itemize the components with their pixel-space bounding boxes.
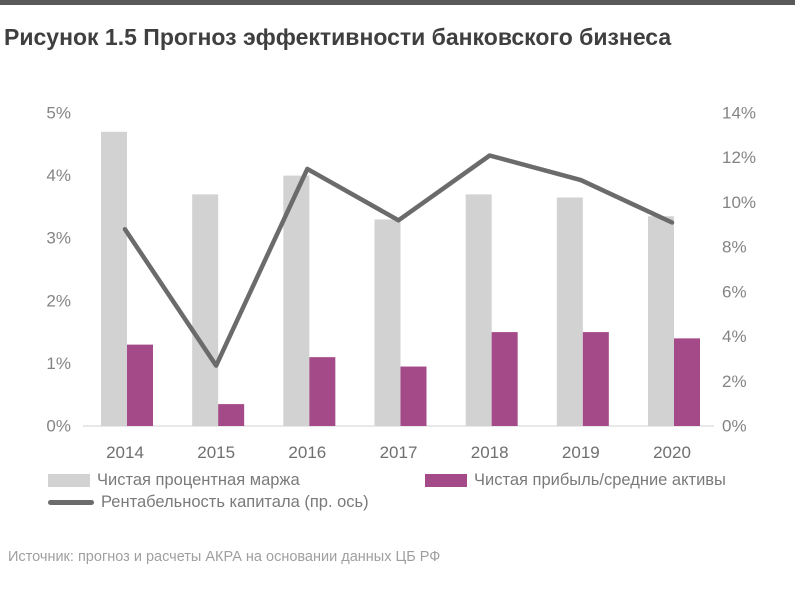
x-axis-year-label: 2017 bbox=[380, 443, 418, 462]
x-axis-year-label: 2018 bbox=[471, 443, 509, 462]
right-axis-tick-label: 0% bbox=[722, 417, 747, 436]
left-axis-tick-label: 3% bbox=[46, 229, 71, 248]
top-divider-bar bbox=[0, 0, 795, 5]
bar-net-interest-margin bbox=[283, 175, 310, 426]
x-axis-year-label: 2016 bbox=[288, 443, 326, 462]
bar-net-profit bbox=[218, 404, 245, 426]
bar-net-profit bbox=[491, 332, 518, 426]
bar-net-interest-margin bbox=[465, 194, 492, 426]
figure-number: Рисунок 1.5 bbox=[4, 24, 137, 50]
source-note: Источник: прогноз и расчеты АКРА на осно… bbox=[8, 549, 441, 565]
legend-swatch-net-profit bbox=[425, 473, 467, 487]
bar-net-interest-margin bbox=[648, 216, 674, 426]
legend-label-net-interest-margin: Чистая процентная маржа bbox=[97, 470, 300, 489]
legend-swatch-roe-line bbox=[48, 499, 94, 505]
x-axis-year-label: 2020 bbox=[653, 443, 691, 462]
bar-net-profit bbox=[674, 338, 700, 426]
left-axis-tick-label: 4% bbox=[46, 166, 71, 185]
legend-row-1: Чистая процентная маржа Чистая прибыль/с… bbox=[48, 469, 795, 491]
chart-legend: Чистая процентная маржа Чистая прибыль/с… bbox=[48, 469, 795, 513]
x-axis-year-label: 2015 bbox=[197, 443, 235, 462]
x-axis-year-label: 2019 bbox=[562, 443, 600, 462]
right-axis-tick-label: 8% bbox=[722, 238, 747, 257]
right-axis-tick-label: 14% bbox=[722, 104, 756, 123]
right-axis-tick-label: 6% bbox=[722, 282, 747, 301]
legend-label-roe: Рентабельность капитала (пр. ось) bbox=[101, 492, 369, 511]
x-axis-year-label: 2014 bbox=[106, 443, 144, 462]
bar-net-profit bbox=[127, 344, 153, 426]
roe-line bbox=[122, 153, 675, 368]
bar-net-interest-margin bbox=[374, 219, 401, 426]
legend-item-roe: Рентабельность капитала (пр. ось) bbox=[48, 493, 369, 512]
legend-item-net-interest-margin: Чистая процентная маржа bbox=[48, 471, 425, 490]
chart-canvas: 0% 1% 2% 3% 4% 5% 0% 2% 4% 6% 8% 10% 12% 14% 2014 2015 2… bbox=[46, 104, 756, 463]
legend-label-net-profit: Чистая прибыль/средние активы bbox=[474, 470, 726, 489]
figure-title-text: Прогноз эффективности банковского бизнес… bbox=[143, 24, 672, 50]
right-axis-tick-label: 12% bbox=[722, 148, 756, 167]
bar-net-profit bbox=[400, 366, 427, 426]
right-axis-tick-label: 10% bbox=[722, 193, 756, 212]
left-axis-tick-label: 2% bbox=[46, 291, 71, 310]
left-axis-tick-label: 0% bbox=[46, 417, 71, 436]
bar-net-interest-margin bbox=[101, 131, 127, 426]
left-axis-tick-label: 1% bbox=[46, 354, 71, 373]
bar-net-interest-margin bbox=[556, 197, 583, 426]
legend-swatch-net-interest-margin bbox=[48, 473, 90, 487]
bar-net-profit bbox=[582, 332, 609, 426]
legend-item-net-profit: Чистая прибыль/средние активы bbox=[425, 471, 726, 490]
figure-title: Рисунок 1.5 Прогноз эффективности банков… bbox=[4, 22, 783, 52]
bar-net-interest-margin bbox=[192, 194, 219, 426]
right-axis-tick-label: 4% bbox=[722, 327, 747, 346]
left-axis-tick-label: 5% bbox=[46, 104, 71, 123]
legend-row-2: Рентабельность капитала (пр. ось) bbox=[48, 491, 795, 513]
right-axis-tick-label: 2% bbox=[722, 372, 747, 391]
bar-net-profit bbox=[309, 357, 336, 426]
